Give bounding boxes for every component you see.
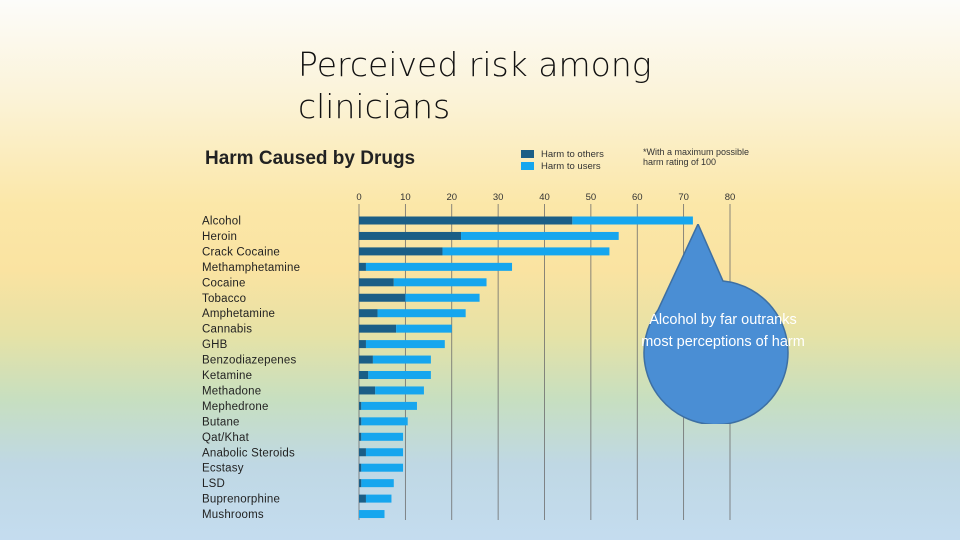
category-label: Amphetamine [202, 308, 275, 320]
bar-harm-to-others [359, 247, 443, 256]
slide-title: Perceived risk among clinicians [298, 45, 652, 126]
bar-harm-to-others [359, 448, 366, 457]
bar-harm-to-users [461, 231, 619, 240]
category-label: Ketamine [202, 370, 252, 382]
category-label: Ecstasy [202, 463, 244, 475]
bar-harm-to-users [359, 510, 385, 519]
bar-harm-to-users [442, 247, 610, 256]
bar-harm-to-others [359, 371, 369, 379]
x-tick-label: 30 [493, 192, 504, 203]
bar-harm-to-others [359, 324, 397, 333]
category-label: GHB [202, 339, 228, 351]
x-tick-label: 20 [446, 192, 457, 203]
x-tick-label: 80 [725, 192, 736, 203]
bar-harm-to-others [359, 309, 378, 318]
category-label: Cocaine [202, 277, 246, 289]
bar-harm-to-users [405, 293, 480, 302]
legend-label-users: Harm to users [541, 160, 601, 172]
bar-harm-to-others [359, 417, 362, 426]
bar-harm-to-users [361, 417, 408, 426]
bar-harm-to-others [359, 401, 362, 410]
bar-harm-to-others [359, 231, 462, 240]
legend: Harm to others Harm to users [521, 148, 604, 172]
category-label: LSD [202, 478, 225, 490]
callout-text: Alcohol by far outranks most perceptions… [641, 312, 805, 350]
x-tick-label: 50 [586, 192, 597, 203]
chart-title: Harm Caused by Drugs [205, 148, 416, 169]
bar-harm-to-users [365, 494, 392, 503]
bar-harm-to-others [359, 432, 362, 441]
bar-harm-to-users [393, 278, 487, 287]
bar-harm-to-users [365, 340, 445, 349]
category-label: Mephedrone [202, 401, 269, 413]
legend-item-users: Harm to users [521, 160, 604, 172]
bar-harm-to-others [359, 479, 362, 488]
x-tick-label: 40 [539, 192, 550, 203]
bar-harm-to-users [572, 216, 693, 225]
bar-harm-to-users [375, 386, 424, 395]
category-label: Anabolic Steroids [202, 447, 295, 459]
bar-harm-to-others [359, 494, 366, 503]
bar-harm-to-users [361, 401, 417, 410]
category-label: Alcohol [202, 216, 241, 228]
bar-harm-to-others [359, 216, 573, 225]
bar-harm-to-users [377, 309, 466, 318]
x-tick-label: 0 [356, 192, 361, 203]
x-tick-label: 10 [400, 192, 411, 203]
bar-harm-to-others [359, 278, 394, 287]
x-tick-label: 70 [678, 192, 689, 203]
category-label: Heroin [202, 231, 237, 243]
category-label: Methamphetamine [202, 262, 300, 274]
category-label: Tobacco [202, 293, 246, 305]
legend-item-others: Harm to others [521, 148, 604, 160]
bar-chart: 0 10 20 30 40 50 60 70 80 Alcohol Heroin Crack Coca… [202, 192, 736, 521]
category-label: Crack Cocaine [202, 246, 280, 258]
chart-footnote: *With a maximum possible harm rating of … [643, 147, 750, 167]
bar-harm-to-others [359, 340, 366, 349]
category-label: Methadone [202, 385, 261, 397]
category-label: Qat/Khat [202, 432, 250, 444]
legend-label-others: Harm to others [541, 148, 604, 160]
bar-harm-to-users [372, 355, 431, 364]
callout-shape [643, 224, 789, 424]
bar-harm-to-others [359, 355, 373, 364]
category-label: Butane [202, 416, 240, 428]
bar-harm-to-others [359, 386, 376, 395]
bar-harm-to-others [359, 293, 406, 302]
bar-harm-to-others [359, 463, 362, 472]
callout-bubble [643, 224, 789, 424]
category-label: Mushrooms [202, 509, 264, 521]
category-label: Cannabis [202, 324, 252, 336]
bar-harm-to-users [368, 371, 431, 379]
x-tick-label: 60 [632, 192, 643, 203]
bar-harm-to-users [396, 324, 452, 333]
bar-harm-to-users [361, 463, 404, 472]
bar-harm-to-users [365, 262, 513, 271]
category-label: Buprenorphine [202, 494, 280, 506]
legend-swatch-users [521, 162, 534, 170]
bar-harm-to-users [361, 479, 394, 488]
bar-harm-to-users [365, 448, 404, 457]
bar-harm-to-users [361, 432, 404, 441]
category-label: Benzodiazepenes [202, 355, 296, 367]
bar-harm-to-others [359, 262, 366, 271]
legend-swatch-others [521, 150, 534, 158]
chart-figure: 0 10 20 30 40 50 60 70 80 Alcohol Heroin Crack Coca… [195, 138, 770, 523]
